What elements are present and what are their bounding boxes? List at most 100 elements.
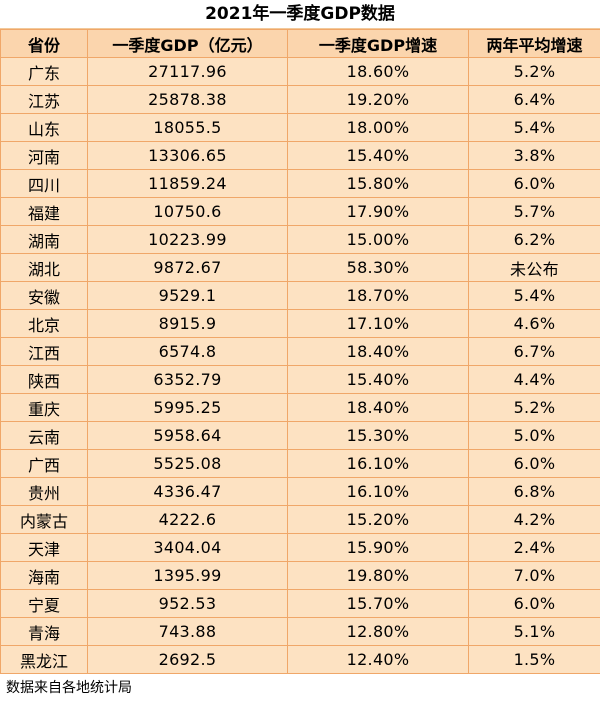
cell-gdp-growth: 17.10% [288,310,469,338]
cell-gdp-growth: 12.80% [288,618,469,646]
cell-two-year-growth: 6.8% [469,478,600,506]
cell-gdp: 743.88 [88,618,288,646]
cell-gdp: 11859.24 [88,170,288,198]
cell-gdp: 27117.96 [88,58,288,86]
cell-two-year-growth: 1.5% [469,646,600,674]
column-header-province: 省份 [1,30,88,58]
cell-province: 海南 [1,562,88,590]
cell-gdp: 5958.64 [88,422,288,450]
cell-two-year-growth: 6.0% [469,450,600,478]
cell-two-year-growth: 3.8% [469,142,600,170]
cell-two-year-growth: 4.2% [469,506,600,534]
cell-gdp: 9872.67 [88,254,288,282]
cell-gdp-growth: 19.20% [288,86,469,114]
cell-gdp: 1395.99 [88,562,288,590]
cell-gdp-growth: 15.00% [288,226,469,254]
cell-province: 山东 [1,114,88,142]
cell-province: 重庆 [1,394,88,422]
cell-province: 天津 [1,534,88,562]
cell-gdp: 9529.1 [88,282,288,310]
column-header-gdp: 一季度GDP（亿元） [88,30,288,58]
cell-province: 福建 [1,198,88,226]
column-header-two-year-growth: 两年平均增速 [469,30,600,58]
cell-gdp-growth: 15.40% [288,366,469,394]
cell-gdp-growth: 15.90% [288,534,469,562]
cell-gdp-growth: 15.70% [288,590,469,618]
cell-gdp-growth: 15.80% [288,170,469,198]
cell-gdp: 10223.99 [88,226,288,254]
cell-two-year-growth: 6.0% [469,170,600,198]
cell-two-year-growth: 6.4% [469,86,600,114]
cell-province: 黑龙江 [1,646,88,674]
cell-gdp: 5525.08 [88,450,288,478]
cell-two-year-growth: 6.0% [469,590,600,618]
cell-two-year-growth: 未公布 [469,254,600,282]
cell-two-year-growth: 5.0% [469,422,600,450]
cell-gdp-growth: 15.40% [288,142,469,170]
cell-gdp: 5995.25 [88,394,288,422]
cell-gdp-growth: 15.30% [288,422,469,450]
cell-gdp: 4336.47 [88,478,288,506]
cell-province: 云南 [1,422,88,450]
cell-province: 北京 [1,310,88,338]
cell-gdp-growth: 16.10% [288,478,469,506]
cell-gdp: 10750.6 [88,198,288,226]
cell-two-year-growth: 5.7% [469,198,600,226]
cell-gdp-growth: 18.40% [288,338,469,366]
table-title: 2021年一季度GDP数据 [0,0,600,29]
cell-gdp: 13306.65 [88,142,288,170]
cell-province: 贵州 [1,478,88,506]
cell-two-year-growth: 6.2% [469,226,600,254]
cell-province: 宁夏 [1,590,88,618]
cell-province: 河南 [1,142,88,170]
cell-two-year-growth: 4.4% [469,366,600,394]
cell-province: 陕西 [1,366,88,394]
cell-gdp-growth: 16.10% [288,450,469,478]
cell-gdp: 8915.9 [88,310,288,338]
cell-two-year-growth: 4.6% [469,310,600,338]
cell-two-year-growth: 7.0% [469,562,600,590]
cell-province: 内蒙古 [1,506,88,534]
cell-two-year-growth: 5.1% [469,618,600,646]
cell-gdp: 3404.04 [88,534,288,562]
cell-province: 广西 [1,450,88,478]
cell-province: 安徽 [1,282,88,310]
cell-two-year-growth: 5.2% [469,394,600,422]
cell-gdp: 2692.5 [88,646,288,674]
cell-gdp-growth: 18.00% [288,114,469,142]
cell-two-year-growth: 2.4% [469,534,600,562]
column-header-gdp-growth: 一季度GDP增速 [288,30,469,58]
table-header-row: 省份 一季度GDP（亿元） 一季度GDP增速 两年平均增速 [1,30,600,58]
cell-gdp-growth: 18.70% [288,282,469,310]
cell-province: 湖南 [1,226,88,254]
cell-gdp-growth: 18.60% [288,58,469,86]
cell-two-year-growth: 6.7% [469,338,600,366]
cell-gdp-growth: 15.20% [288,506,469,534]
cell-province: 江苏 [1,86,88,114]
cell-gdp-growth: 17.90% [288,198,469,226]
cell-province: 广东 [1,58,88,86]
cell-gdp: 6352.79 [88,366,288,394]
cell-two-year-growth: 5.4% [469,114,600,142]
